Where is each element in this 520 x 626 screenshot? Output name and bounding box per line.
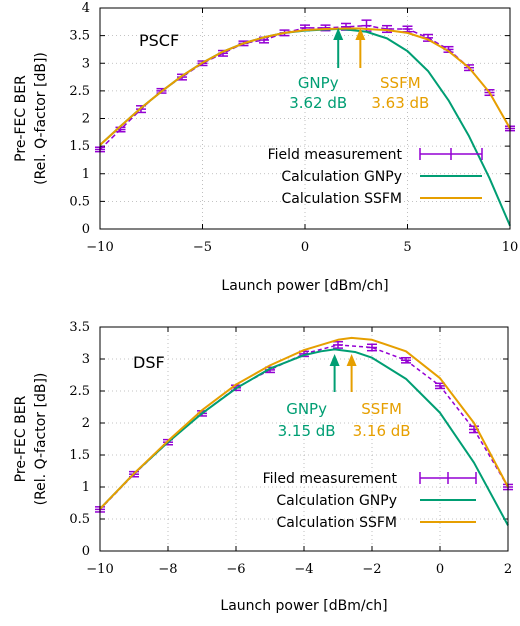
- x-tick-label: −8: [158, 562, 177, 577]
- legend-label: Field measurement: [268, 147, 403, 163]
- plot-label: PSCF: [139, 31, 179, 50]
- x-tick-label: 10: [502, 240, 519, 255]
- x-tick-label: 2: [504, 562, 512, 577]
- arrow-head: [333, 28, 344, 40]
- y-axis-label-line1: Pre-FEC BER: [13, 395, 29, 482]
- y-tick-label: 0: [82, 222, 90, 237]
- y-tick-label: 3.5: [69, 320, 90, 335]
- annotation-value: 3.63 dB: [371, 94, 429, 112]
- y-tick-label: 2: [82, 416, 90, 431]
- x-axis-label: Launch power [dBm/ch]: [221, 278, 388, 294]
- data-point: [367, 343, 377, 352]
- x-tick-label: −6: [226, 562, 245, 577]
- y-tick-label: 2: [82, 112, 90, 127]
- y-tick-label: 3.5: [69, 29, 90, 44]
- legend-label: Calculation SSFM: [282, 191, 402, 207]
- y-tick-label: 2.5: [69, 84, 90, 99]
- y-tick-label: 1.5: [69, 448, 90, 463]
- annotation-value: 3.62 dB: [289, 94, 347, 112]
- y-tick-label: 1: [82, 167, 90, 182]
- y-tick-label: 4: [82, 1, 90, 16]
- y-tick-label: 1.5: [69, 139, 90, 154]
- legend-label: Calculation SSFM: [277, 515, 397, 531]
- annotation-title: GNPy: [286, 400, 327, 418]
- plot-label: DSF: [133, 353, 165, 372]
- data-point: [401, 356, 411, 364]
- x-tick-label: −10: [86, 562, 113, 577]
- arrow-head: [355, 28, 366, 40]
- y-tick-label: 0.5: [69, 194, 90, 209]
- y-tick-label: 0.5: [69, 512, 90, 527]
- chart-pscf: −10 −5 0 5 10 0 0.5 1 1.5 2 2.5 3 3.5 4 PSCF GNPy 3.62 d…: [13, 1, 518, 294]
- series-line-calculation-gnpy: [99, 348, 509, 526]
- x-tick-label: −2: [362, 562, 381, 577]
- series-line-calculation-ssfm: [99, 336, 509, 510]
- arrow-head: [346, 354, 357, 366]
- y-tick-label: 1: [82, 480, 90, 495]
- arrow-head: [329, 354, 340, 366]
- y-tick-label: 0: [82, 544, 90, 559]
- x-tick-label: 5: [403, 240, 411, 255]
- chart-dsf: −10 −8 −6 −4 −2 0 2 0 0.5 1 1.5 2 2.5 3 3.5 DSF GNPy 3.15…: [13, 320, 513, 614]
- x-tick-label: 0: [301, 240, 309, 255]
- y-tick-label: 3: [82, 56, 90, 71]
- y-tick-label: 2.5: [69, 384, 90, 399]
- annotation-title: SSFM: [380, 74, 421, 92]
- annotation-title: GNPy: [298, 74, 339, 92]
- legend-label: Filed measurement: [263, 471, 398, 487]
- x-axis-label: Launch power [dBm/ch]: [220, 598, 387, 614]
- plot-frame: [99, 7, 511, 230]
- x-tick-label: −4: [294, 562, 313, 577]
- y-axis-label-line2: (Rel. Q-factor [dB]): [33, 373, 49, 506]
- annotation-title: SSFM: [361, 400, 402, 418]
- x-tick-label: −10: [86, 240, 113, 255]
- y-axis-label-line1: Pre-FEC BER: [13, 75, 29, 162]
- x-tick-label: −5: [193, 240, 212, 255]
- annotation-value: 3.16 dB: [353, 422, 411, 440]
- annotation-value: 3.15 dB: [278, 422, 336, 440]
- y-tick-label: 3: [82, 352, 90, 367]
- series-line-calculation-ssfm: [99, 27, 511, 146]
- legend-label: Calculation GNPy: [276, 493, 397, 509]
- legend-label: Calculation GNPy: [281, 169, 402, 185]
- y-axis-label-line2: (Rel. Q-factor [dB]): [33, 52, 49, 185]
- plot-frame: [99, 326, 509, 552]
- x-tick-label: 0: [436, 562, 444, 577]
